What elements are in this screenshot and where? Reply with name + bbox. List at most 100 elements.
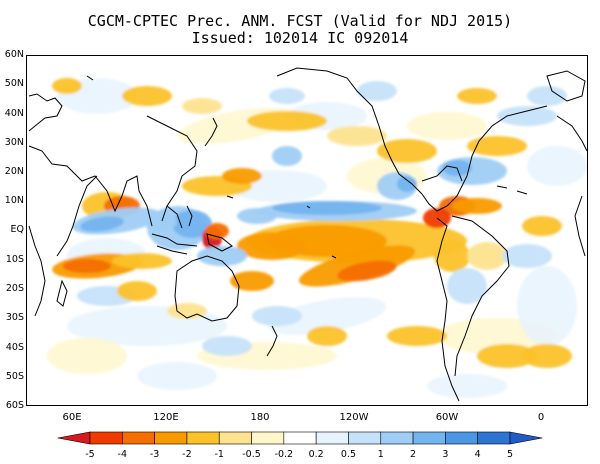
precipitation-anomaly-map [26,55,588,406]
coastline-segment [186,205,193,227]
anomaly-patch [269,88,305,104]
lat-label-20s: 20S [5,283,24,294]
lon-label-120e: 120E [153,412,179,423]
map-canvas [28,67,587,402]
coastline-segment [276,67,423,195]
anomaly-patch [337,260,397,282]
coastline-segment [86,75,94,81]
anomaly-patch [172,210,212,238]
anomaly-patch [197,246,247,266]
anomaly-patch [434,240,470,272]
lon-label-120w: 120W [339,412,369,423]
colorbar-box [283,431,317,445]
anomaly-patch [467,242,507,270]
lat-label-40n: 40N [4,108,24,119]
lon-label-60e: 60E [62,412,82,423]
colorbar-label: 3 [442,449,449,460]
anomaly-field [47,78,587,398]
colorbar-box [251,431,285,445]
lat-label-40s: 40S [5,342,24,353]
colorbar-box [186,431,220,445]
colorbar-box [412,431,446,445]
anomaly-patch [387,326,447,346]
anomaly-patch [477,344,537,368]
anomaly-patch [522,344,572,368]
coastline-segment [226,195,234,199]
coastline-segment [206,233,233,252]
coastline-segment [166,205,183,229]
colorbar-box [445,431,478,445]
colorbar-box [380,431,414,445]
lat-label-20n: 20N [4,166,24,177]
colorbar-box [122,431,155,445]
lat-label-eq: EQ [10,224,24,235]
anomaly-patch [397,176,417,192]
coastline-segment [306,205,311,209]
anomaly-patch [377,139,437,163]
colorbar-label: 2 [410,449,417,460]
lat-label-60n: 60N [4,49,24,60]
anomaly-patch [502,244,552,268]
anomaly-patch [272,201,382,215]
anomaly-patch [452,198,502,214]
colorbar-end-low [57,431,91,445]
colorbar-label: -4 [117,449,128,460]
colorbar-box [89,431,123,445]
anomaly-patch [267,297,387,335]
coastline-segment [516,190,528,195]
coastline-segment [28,93,63,132]
coastline-segment [421,105,548,212]
anomaly-patch [47,338,127,374]
coastline-segment [436,217,460,402]
anomaly-patch [527,146,587,186]
coastline-segment [556,115,587,152]
colorbar-label: -0.2 [274,449,294,460]
coastline-segment [546,70,586,102]
lat-label-50s: 50S [5,371,24,382]
anomaly-patch [467,136,527,156]
coastline-segment [451,215,510,377]
colorbar-label: 0.5 [340,449,356,460]
anomaly-patch [167,303,207,319]
anomaly-patch [527,86,567,106]
anomaly-patch [182,98,222,114]
coastline-segment [496,185,508,189]
anomaly-patch [137,362,217,390]
map-subtitle: Issued: 102014 IC 092014 [191,29,409,47]
anomaly-patch [52,78,82,94]
anomaly-patch [327,126,387,146]
anomaly-patch [252,306,302,326]
colorbar-label: -2 [182,449,192,460]
colorbar-label: -1 [214,449,224,460]
lat-label-30s: 30S [5,312,24,323]
colorbar-label: 4 [474,449,481,460]
coastline-segment [56,175,98,257]
anomaly-patch [222,168,262,184]
colorbar-label: 5 [506,449,514,460]
anomaly-patch [237,232,307,260]
anomaly-patch [112,253,172,269]
anomaly-patch [427,374,507,398]
anomaly-patch [447,268,487,304]
anomaly-patch [357,81,397,101]
anomaly-patch [247,111,327,131]
coastline-segment [151,233,198,247]
lon-label-60w: 60W [435,412,459,423]
anomaly-patch [307,326,347,346]
coastline-segment [28,145,153,227]
colorbar [57,431,543,445]
anomaly-patch [80,216,124,232]
coastline-segment [156,245,188,255]
colorbar-box [315,431,349,445]
coastline-segment [421,165,463,182]
colorbar-box [218,431,252,445]
colorbar-box [477,431,511,445]
anomaly-patch [117,281,157,301]
colorbar-label: -3 [149,449,160,460]
anomaly-patch [122,86,172,106]
anomaly-patch [237,208,277,224]
coastline-segment [174,255,240,322]
lat-label-60s: 60S [5,400,24,411]
coastline-segment [146,115,198,222]
colorbar-box [348,431,382,445]
